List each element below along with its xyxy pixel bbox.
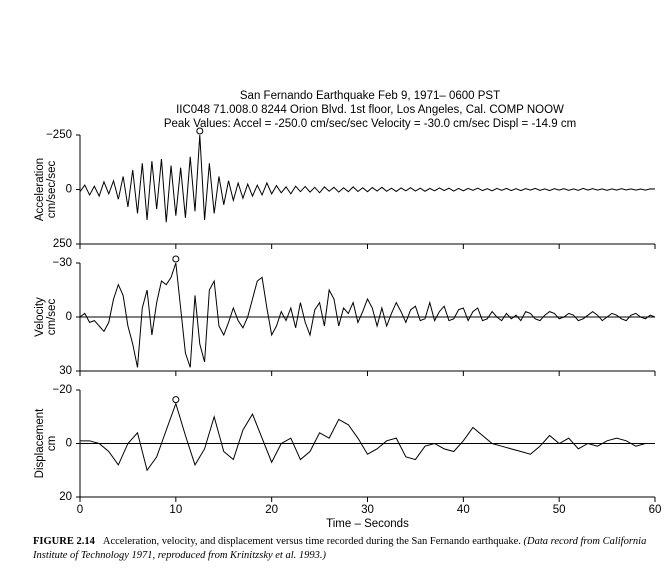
y-axis-label: Displacement: [34, 408, 46, 478]
y-tick-label: −250: [46, 129, 72, 141]
title: San Fernando Earthquake Feb 9, 1971– 060…: [240, 90, 500, 102]
data-line: [80, 402, 655, 472]
y-axis-label: cm: [46, 436, 58, 451]
caption-label: FIGURE 2.14: [33, 536, 95, 547]
x-tick-label: 30: [361, 504, 374, 516]
y-tick-label: −20: [52, 384, 72, 396]
y-tick-label: −30: [52, 257, 72, 269]
y-axis-label: cm/sec/sec: [46, 160, 58, 218]
y-tick-label: 20: [59, 491, 72, 503]
x-tick-label: 20: [265, 504, 278, 516]
data-line: [79, 262, 656, 368]
x-tick-label: 50: [553, 504, 566, 516]
x-tick-label: 10: [169, 504, 182, 516]
peak-marker: [172, 396, 180, 404]
y-axis-label: Velocity: [34, 297, 46, 337]
y-axis-label: cm/sec: [46, 299, 58, 336]
caption-source: (Data record from California Institute o…: [33, 536, 647, 561]
y-tick-label: 0: [66, 184, 72, 196]
title: Peak Values: Accel = -250.0 cm/sec/sec V…: [164, 118, 576, 130]
peak-marker: [172, 255, 180, 263]
caption: FIGURE 2.14 Acceleration, velocity, and …: [33, 535, 665, 563]
x-tick-label: 60: [649, 504, 662, 516]
caption-text: Acceleration, velocity, and displacement…: [102, 536, 521, 547]
y-axis-label: Acceleration: [34, 158, 46, 221]
y-tick-label: 0: [66, 311, 72, 323]
chart: San Fernando Earthquake Feb 9, 1971– 060…: [34, 90, 662, 530]
y-tick-label: 0: [66, 438, 72, 450]
x-tick-label: 40: [457, 504, 470, 516]
peak-marker: [196, 127, 204, 135]
x-tick-label: 0: [77, 504, 83, 516]
data-line: [79, 134, 656, 223]
y-tick-label: 30: [59, 365, 72, 377]
y-tick-label: 250: [53, 238, 72, 250]
title: IIC048 71.008.0 8244 Orion Blvd. 1st flo…: [176, 104, 564, 116]
x-axis-label: Time – Seconds: [326, 518, 409, 530]
